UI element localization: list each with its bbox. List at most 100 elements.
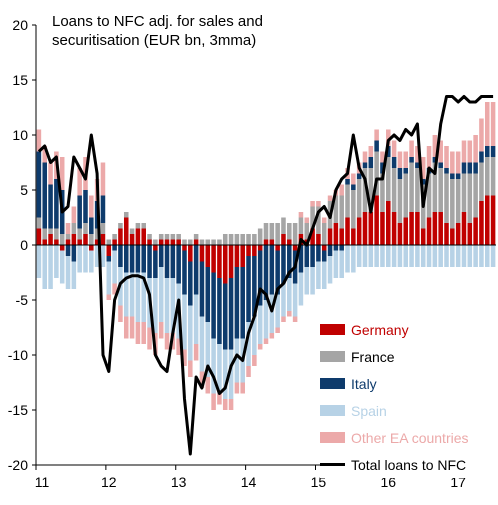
bar-italy (333, 245, 339, 251)
bar-other-ea-countries (426, 146, 432, 168)
bar-germany (106, 245, 112, 256)
bar-spain (287, 278, 292, 311)
bar-germany (164, 239, 170, 245)
bar-italy (48, 184, 53, 229)
bar-france (141, 223, 146, 229)
bar-italy (205, 267, 211, 322)
bar-france (228, 234, 234, 245)
bar-italy (380, 162, 385, 174)
bar-spain (409, 245, 414, 267)
bar-germany (490, 195, 496, 245)
bar-italy (356, 173, 362, 179)
bar-france (374, 151, 379, 196)
bar-germany (356, 217, 362, 245)
bar-germany (420, 228, 426, 245)
bar-spain (362, 245, 368, 267)
bar-spain (473, 245, 478, 267)
bar-italy (135, 245, 141, 273)
bar-spain (484, 245, 490, 267)
bar-other-ea-countries (71, 206, 77, 223)
bar-france (461, 173, 467, 212)
bar-germany (158, 239, 164, 245)
bar-germany (100, 234, 106, 245)
bar-other-ea-countries (158, 322, 164, 339)
bar-other-ea-countries (164, 333, 170, 350)
bar-italy (438, 162, 443, 168)
bar-germany (415, 212, 420, 245)
bar-spain (333, 250, 339, 278)
bar-germany (368, 212, 374, 245)
bar-spain (71, 261, 77, 289)
bar-italy (199, 261, 205, 317)
bar-other-ea-countries (484, 102, 490, 146)
bar-italy (246, 256, 251, 322)
bar-france (65, 234, 71, 240)
bar-italy (386, 146, 391, 157)
bar-germany (141, 228, 146, 245)
bar-germany (65, 239, 71, 245)
bar-italy (123, 245, 129, 273)
bar-france (182, 239, 187, 245)
bar-germany (461, 212, 467, 245)
bar-italy (403, 168, 409, 174)
bar-spain (339, 250, 344, 278)
bar-other-ea-countries (263, 338, 269, 344)
bar-germany (118, 228, 123, 245)
bar-other-ea-countries (386, 129, 391, 146)
bar-france (269, 223, 275, 240)
bar-other-ea-countries (257, 344, 263, 350)
bar-italy (71, 245, 77, 262)
bar-spain (275, 294, 280, 328)
bar-italy (351, 184, 356, 190)
bar-france (188, 239, 193, 245)
bar-spain (54, 245, 59, 278)
bar-spain (351, 245, 356, 273)
bar-france (397, 179, 403, 223)
bar-italy (374, 140, 379, 152)
bar-germany (176, 239, 181, 245)
bar-germany (321, 245, 327, 251)
bar-italy (310, 245, 315, 267)
bar-spain (426, 245, 432, 267)
bar-germany (257, 245, 263, 251)
bar-italy (362, 162, 368, 168)
bar-other-ea-countries (316, 201, 321, 207)
bar-spain (158, 267, 164, 322)
bar-france (316, 206, 321, 234)
bar-other-ea-countries (228, 399, 234, 410)
bar-italy (164, 245, 170, 278)
bar-italy (450, 173, 455, 179)
bar-spain (48, 245, 53, 289)
bar-other-ea-countries (415, 146, 420, 163)
bar-germany (71, 234, 77, 245)
bar-italy (193, 245, 199, 295)
bar-other-ea-countries (141, 322, 146, 344)
bar-france (222, 234, 228, 245)
bar-other-ea-countries (275, 327, 280, 333)
bar-france (455, 179, 461, 223)
bar-italy (83, 190, 88, 223)
legend-label-france: France (351, 348, 395, 365)
bar-other-ea-countries (490, 102, 496, 146)
bar-other-ea-countries (193, 344, 199, 361)
bar-other-ea-countries (118, 305, 123, 322)
bar-italy (455, 173, 461, 179)
bar-spain (420, 245, 426, 267)
bar-italy (54, 179, 59, 229)
bar-germany (333, 223, 339, 245)
bar-france (48, 228, 53, 234)
bar-france (205, 239, 211, 245)
bar-germany (403, 217, 409, 245)
bar-spain (415, 245, 420, 267)
bar-france (176, 234, 181, 240)
bar-italy (490, 146, 496, 157)
bar-france (158, 234, 164, 240)
bar-spain (65, 256, 71, 289)
bar-spain (106, 261, 112, 295)
bar-france (310, 206, 315, 229)
bar-italy (100, 195, 106, 223)
bar-germany (473, 217, 478, 245)
bar-other-ea-countries (351, 173, 356, 185)
bar-france (275, 223, 280, 245)
bar-spain (193, 294, 199, 344)
